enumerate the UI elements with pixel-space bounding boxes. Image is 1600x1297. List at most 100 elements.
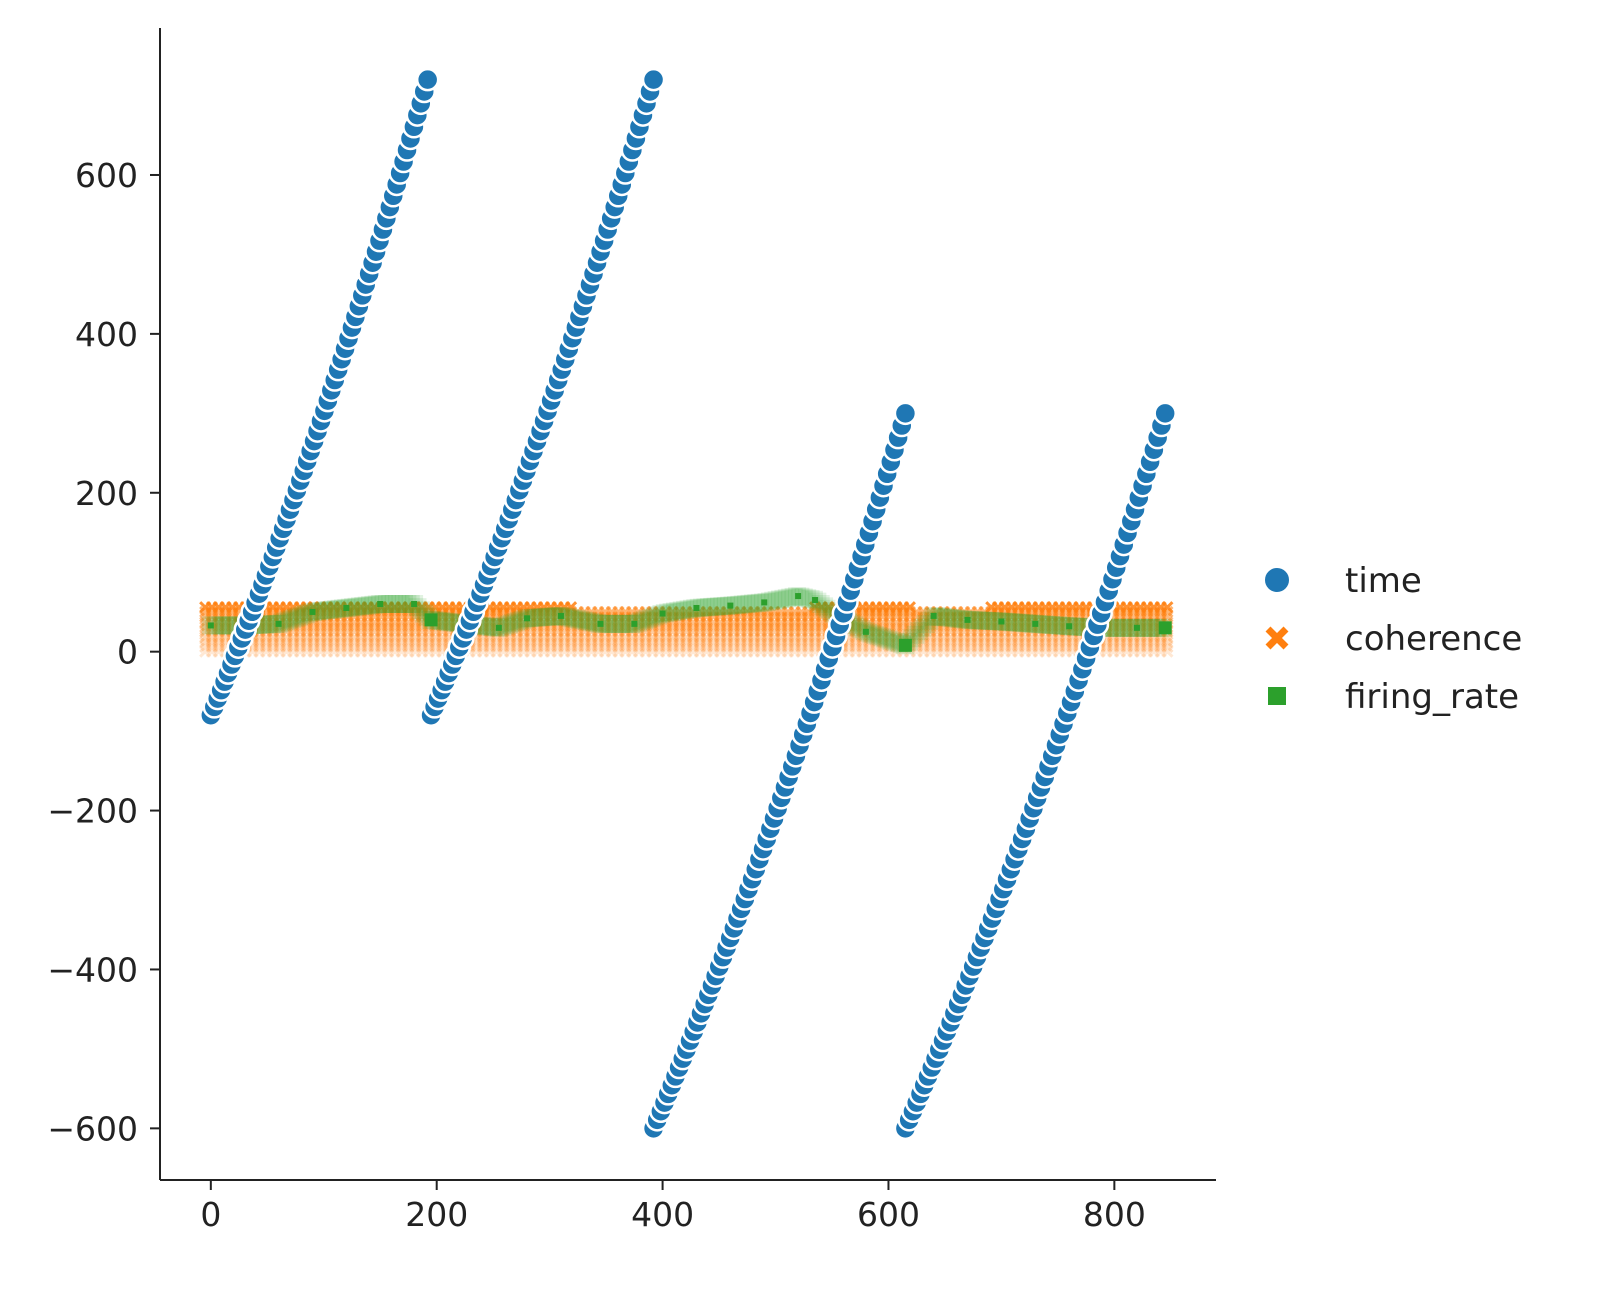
firing_rate-point [524,615,531,622]
coherence-point [944,636,957,649]
coherence-point [964,636,977,649]
coherence-point [598,645,612,658]
coherence-point [300,636,313,649]
coherence-point [727,636,740,649]
firing_rate-point [344,598,363,617]
coherence-point [341,631,354,644]
coherence-point [592,625,605,638]
coherence-point [687,636,700,649]
coherence-point [483,636,496,649]
coherence-point [517,620,530,634]
firing_rate-point [977,611,996,630]
firing_rate-point [1021,614,1040,633]
coherence-point [802,645,815,658]
coherence-point [856,636,869,649]
coherence-point [327,636,340,649]
coherence-point [565,640,578,653]
coherence-point [964,625,977,638]
coherence-point [930,636,944,649]
coherence-point [612,640,625,653]
coherence-point [314,631,327,644]
coherence-point [707,645,720,658]
coherence-point [666,625,679,638]
firing_rate-point [1066,623,1073,630]
firing_rate-point [998,612,1017,631]
coherence-point [490,645,503,658]
coherence-point [646,636,659,649]
coherence-point [219,620,232,634]
firing_rate-point [289,607,308,626]
coherence-point [402,625,415,638]
firing_rate-point [364,595,383,614]
coherence-point [768,625,781,638]
firing_rate-point [533,608,552,627]
firing_rate-point [767,591,786,610]
coherence-point [314,620,327,634]
coherence-point [1161,601,1174,614]
firing_rate-point [761,599,768,606]
firing_rate-point [557,608,576,627]
coherence-point [327,640,340,653]
series-firing_rate [201,587,1172,655]
coherence-point [422,631,435,644]
coherence-point [375,631,388,644]
coherence-point [415,640,429,653]
coherence-point [727,620,740,634]
firing_rate-point [350,597,369,616]
coherence-point [964,645,977,658]
coherence-point [382,636,395,649]
coherence-point [707,636,720,649]
coherence-point [951,636,964,649]
legend-marker-time [1263,566,1291,594]
coherence-point [395,640,408,653]
firing_rate-point [275,620,282,627]
coherence-point [680,636,693,649]
coherence-point [714,636,727,649]
firing_rate-point [967,611,986,630]
coherence-point [1147,631,1160,644]
coherence-point [754,640,767,653]
firing_rate-point [693,604,700,611]
firing_rate-point [560,608,579,627]
coherence-point [619,640,632,653]
coherence-point [1005,636,1018,649]
coherence-point [205,625,219,638]
coherence-point [578,645,591,658]
x-tick-label: 200 [405,1195,468,1234]
coherence-point [1161,640,1174,653]
firing_rate-point [486,618,505,637]
y-tick-label: 200 [75,474,138,513]
coherence-point [720,636,734,649]
plot-points [199,67,1177,1141]
coherence-point [598,640,612,653]
coherence-point [958,645,971,658]
firing_rate-point [1113,618,1132,637]
firing_rate-point [747,594,766,613]
coherence-point [504,620,517,634]
coherence-point [687,645,700,658]
coherence-point [1154,636,1167,649]
coherence-point [741,640,754,653]
coherence-point [897,625,910,638]
coherence-point [544,625,557,638]
coherence-point [307,631,320,644]
firing_rate-point [879,630,898,649]
coherence-point [958,636,971,649]
coherence-point [876,636,889,649]
coherence-point [1141,645,1154,658]
coherence-point [544,631,557,644]
coherence-point [978,636,991,649]
coherence-point [1025,625,1038,638]
firing_rate-point [1109,618,1128,637]
coherence-point [754,625,767,638]
coherence-point [612,645,625,658]
coherence-point [1012,640,1025,653]
firing_rate-point [424,613,438,627]
coherence-point [260,640,273,653]
coherence-point [517,640,530,653]
firing_rate-point [872,628,891,647]
coherence-point [842,640,856,653]
coherence-point [680,645,693,658]
coherence-point [409,625,422,638]
coherence-point [205,631,219,644]
